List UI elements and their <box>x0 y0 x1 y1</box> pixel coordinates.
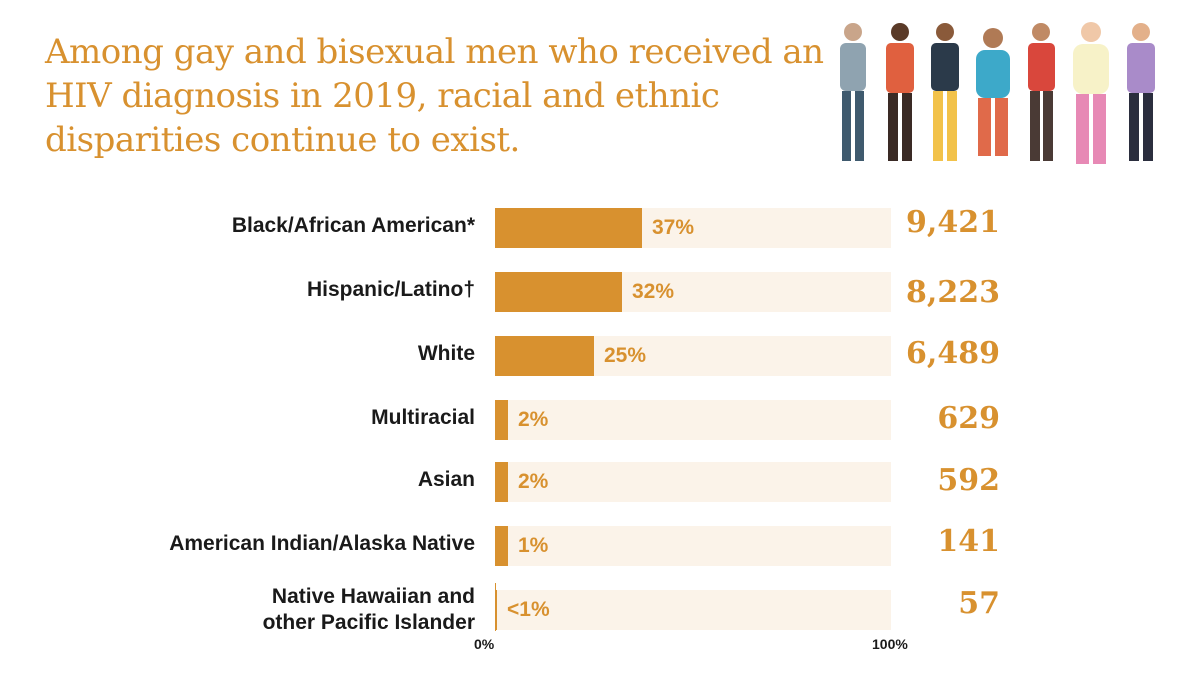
count-label: 9,421 <box>906 205 1000 240</box>
bar-track: <1% <box>495 590 891 630</box>
chart-title: Among gay and bisexual men who received … <box>45 32 824 160</box>
data-label: 2% <box>518 408 549 431</box>
person-icon-4 <box>976 28 1010 156</box>
category-label: White <box>417 342 475 365</box>
bar <box>495 272 622 312</box>
data-label: 32% <box>632 280 675 303</box>
bar <box>495 526 508 566</box>
bar <box>495 336 594 376</box>
count-label: 8,223 <box>906 275 1000 310</box>
count-label: 57 <box>958 586 1000 621</box>
bar-track: 2% <box>495 462 891 502</box>
x-tick-0: 0% <box>474 636 495 652</box>
person-icon-1 <box>840 23 866 161</box>
people-illustration <box>840 22 1155 164</box>
category-label: Black/African American* <box>231 214 475 237</box>
bar <box>495 462 508 502</box>
bar <box>495 590 497 630</box>
category-label: Native Hawaiian and other Pacific Island… <box>262 585 475 634</box>
bar-track: 25% <box>495 336 891 376</box>
bar <box>495 400 508 440</box>
person-icon-3 <box>931 23 959 161</box>
data-label: 37% <box>652 216 695 239</box>
x-tick-100: 100% <box>872 636 908 652</box>
count-label: 141 <box>937 524 1000 559</box>
person-icon-5 <box>1028 23 1055 161</box>
bar-track: 2% <box>495 400 891 440</box>
category-label: Hispanic/Latino† <box>306 278 475 301</box>
person-icon-6 <box>1073 22 1109 164</box>
count-label: 6,489 <box>906 336 1000 371</box>
data-label: 2% <box>518 470 549 493</box>
bar-track: 1% <box>495 526 891 566</box>
person-icon-2 <box>886 23 914 161</box>
category-label: Asian <box>417 468 475 491</box>
category-label: Multiracial <box>371 406 475 429</box>
bar <box>495 208 642 248</box>
bar-track: 32% <box>495 272 891 312</box>
data-label: 1% <box>518 534 549 557</box>
count-label: 629 <box>937 401 1000 436</box>
category-label: American Indian/Alaska Native <box>169 532 475 555</box>
bar-track: 37% <box>495 208 891 248</box>
axis-baseline <box>495 583 496 631</box>
count-label: 592 <box>937 463 1000 498</box>
person-icon-7 <box>1127 23 1155 161</box>
data-label: <1% <box>507 598 550 621</box>
data-label: 25% <box>604 344 647 367</box>
